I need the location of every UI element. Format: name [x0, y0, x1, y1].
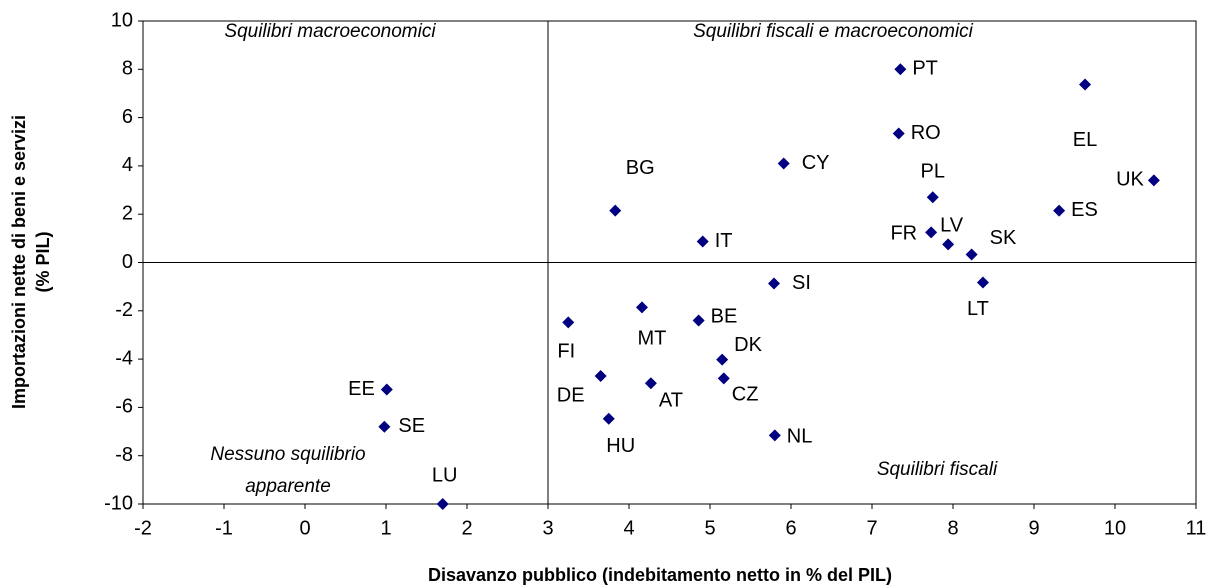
scatter-point: [436, 498, 449, 510]
point-label: LT: [967, 298, 989, 320]
quadrant-label: Squilibri macroeconomici: [224, 21, 436, 42]
point-label: CY: [802, 152, 830, 174]
y-tick-label: 10: [111, 9, 133, 31]
x-tick-label: 0: [299, 517, 310, 539]
point-label: DK: [734, 334, 762, 356]
scatter-point: [767, 277, 780, 290]
x-tick-label: 7: [866, 517, 877, 539]
y-tick-label: -6: [115, 396, 133, 418]
x-tick-label: 4: [623, 517, 634, 539]
point-label: BE: [711, 306, 738, 328]
point-label: DE: [557, 384, 585, 406]
point-label: EL: [1073, 129, 1097, 151]
point-label: CZ: [732, 384, 759, 406]
scatter-point: [925, 226, 938, 239]
scatter-point: [602, 412, 615, 425]
point-label: LU: [432, 464, 458, 486]
point-label: PT: [912, 58, 938, 80]
scatter-point: [696, 235, 709, 248]
point-label: PL: [921, 161, 945, 183]
scatter-point: [380, 383, 393, 396]
y-tick-label: 0: [122, 251, 133, 273]
y-tick-label: -8: [115, 444, 133, 466]
point-label: SE: [398, 415, 425, 437]
scatter-point: [926, 191, 939, 204]
point-label: AT: [659, 390, 683, 412]
point-label: ES: [1071, 199, 1098, 221]
y-tick-label: -10: [104, 492, 133, 514]
point-label: RO: [911, 122, 941, 144]
quadrant-label: Nessuno squilibrio: [210, 444, 365, 465]
scatter-point: [716, 353, 729, 366]
point-label: LV: [940, 215, 964, 237]
x-tick-label: 1: [380, 517, 391, 539]
quadrant-label: apparente: [245, 476, 331, 497]
y-tick-label: 2: [122, 202, 133, 224]
point-label: MT: [638, 328, 667, 350]
scatter-point: [894, 63, 907, 76]
point-label: IT: [715, 230, 733, 252]
scatter-point: [609, 204, 622, 217]
point-label: EE: [348, 378, 375, 400]
scatter-point: [768, 429, 781, 442]
x-tick-label: 2: [461, 517, 472, 539]
scatter-point: [892, 127, 905, 140]
point-label: SK: [990, 227, 1017, 249]
y-tick-label: 4: [122, 154, 133, 176]
x-tick-label: 8: [947, 517, 958, 539]
point-label: FR: [890, 223, 917, 245]
x-tick-label: 6: [785, 517, 796, 539]
scatter-point: [692, 314, 705, 327]
scatter-point: [976, 276, 989, 289]
x-tick-label: -1: [215, 517, 233, 539]
y-tick-label: -4: [115, 347, 133, 369]
x-tick-label: -2: [134, 517, 152, 539]
scatter-point: [378, 420, 391, 433]
y-axis-title: (% PIL): [33, 231, 53, 292]
scatter-point: [777, 157, 790, 170]
y-tick-label: 8: [122, 58, 133, 80]
scatter-point: [717, 372, 730, 385]
scatter-point: [562, 316, 575, 329]
quadrant-label: Squilibri fiscali: [877, 459, 998, 480]
y-tick-label: -2: [115, 299, 133, 321]
scatter-point: [644, 377, 657, 390]
point-label: NL: [787, 426, 813, 448]
x-tick-label: 10: [1104, 517, 1126, 539]
point-label: FI: [557, 341, 575, 363]
y-tick-label: 6: [122, 106, 133, 128]
x-tick-label: 11: [1186, 517, 1207, 539]
scatter-point: [942, 238, 955, 251]
scatter-point: [1147, 174, 1160, 187]
scatter-point: [594, 370, 607, 383]
x-axis-title: Disavanzo pubblico (indebitamento netto …: [428, 565, 892, 585]
x-tick-label: 5: [704, 517, 715, 539]
scatter-point: [1079, 78, 1092, 91]
quadrant-label: Squilibri fiscali e macroeconomici: [693, 21, 974, 42]
point-label: BG: [626, 157, 655, 179]
x-tick-label: 3: [542, 517, 553, 539]
scatter-point: [635, 301, 648, 314]
point-label: UK: [1116, 169, 1144, 191]
scatter-point: [1053, 204, 1066, 217]
scatter-point: [965, 248, 978, 261]
y-axis-title: Importazioni nette di beni e servizi: [9, 115, 29, 409]
point-label: SI: [792, 272, 811, 294]
x-tick-label: 9: [1028, 517, 1039, 539]
point-label: HU: [606, 435, 635, 457]
